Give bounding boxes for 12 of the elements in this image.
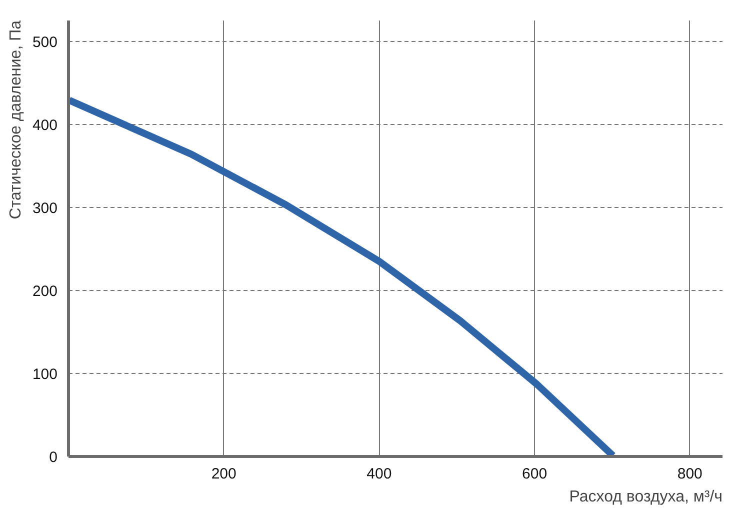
y-tick-label: 500 — [32, 34, 58, 51]
x-axis-title: Расход воздуха, м³/ч — [569, 488, 722, 506]
y-tick-label: 300 — [32, 200, 58, 217]
x-tick-label: 800 — [677, 466, 702, 482]
x-tick-label: 600 — [522, 466, 548, 482]
x-tick-label: 200 — [211, 466, 236, 482]
y-axis-title: Статическое давление, Па — [8, 20, 24, 220]
y-tick-label: 400 — [32, 116, 58, 134]
y-tick-label: 100 — [32, 366, 58, 383]
y-tick-label: 200 — [32, 282, 58, 300]
x-tick-label: 400 — [366, 466, 392, 482]
y-tick-label: 0 — [49, 449, 58, 466]
